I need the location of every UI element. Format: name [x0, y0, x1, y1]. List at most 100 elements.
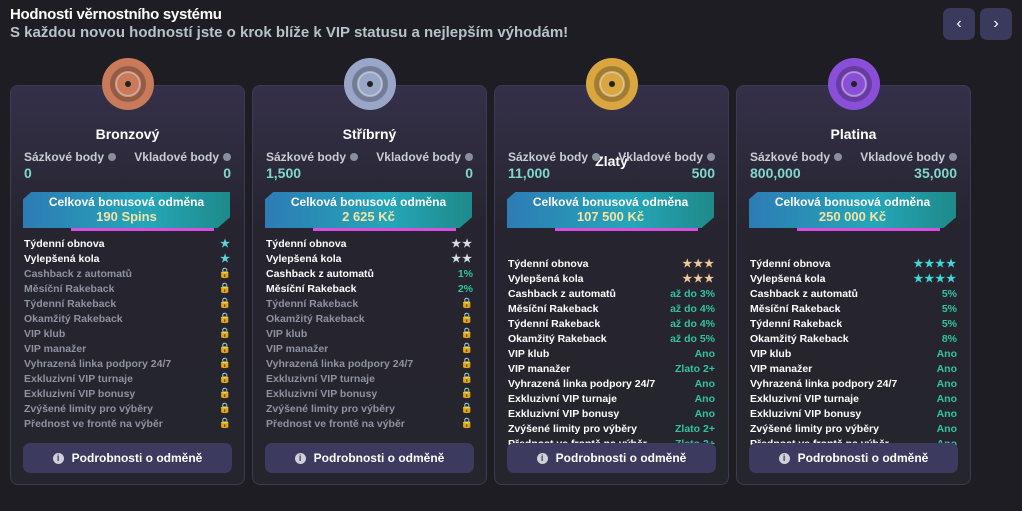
- feature-label: VIP klub: [508, 347, 550, 360]
- feature-label: Okamžitý Rakeback: [266, 312, 365, 325]
- reward-details-label: Podrobnosti o odměně: [555, 451, 687, 465]
- bet-points-value: 11,000: [508, 165, 551, 181]
- feature-list: Týdenní obnova ★ Vylepšená kola ★ Cashback z…: [24, 236, 231, 431]
- bonus-banner: Celková bonusová odměna 250 000 Kč: [749, 192, 956, 228]
- bonus-value: 190 Spins: [96, 209, 157, 224]
- feature-row: Měsíční Rakeback 5%: [750, 301, 957, 316]
- tier-card-3: Platina Sázkové body 800,000 Vkladové bod…: [736, 58, 971, 485]
- feature-row: Cashback z automatů 5%: [750, 286, 957, 301]
- feature-row: VIP klub 🔒: [24, 326, 231, 341]
- info-icon[interactable]: [834, 153, 843, 161]
- feature-row: Cashback z automatů 1%: [266, 266, 473, 281]
- tier-medal-icon: [101, 58, 154, 110]
- feature-row: Týdenní Rakeback 🔒: [24, 296, 231, 311]
- info-icon[interactable]: [949, 153, 957, 161]
- feature-row: Okamžitý Rakeback 🔒: [24, 311, 231, 326]
- deposit-points-value: 0: [223, 165, 231, 181]
- feature-row: VIP manažer Zlato 2+: [508, 361, 715, 376]
- feature-row: VIP klub Ano: [750, 346, 957, 361]
- feature-row: Měsíční Rakeback 🔒: [24, 281, 231, 296]
- feature-row: Zvýšené limity pro výběry 🔒: [24, 401, 231, 416]
- star-icon: ★★: [451, 253, 473, 265]
- lock-icon: 🔒: [460, 343, 473, 354]
- feature-value: 8%: [941, 332, 957, 345]
- feature-label: Vyhrazená linka podpory 24/7: [750, 377, 898, 390]
- feature-label: Přednost ve frontě na výběr: [266, 417, 405, 430]
- bet-points-label: Sázkové body: [266, 150, 347, 164]
- feature-label: Týdenní Rakeback: [266, 297, 359, 310]
- feature-row: Exkluzivní VIP bonusy 🔒: [266, 386, 473, 401]
- bet-points-value: 0: [24, 165, 32, 181]
- feature-label: Měsíční Rakeback: [266, 282, 357, 295]
- lock-icon: 🔒: [460, 418, 473, 429]
- lock-icon: 🔒: [218, 403, 231, 414]
- info-icon: i: [536, 452, 548, 464]
- feature-row: Týdenní Rakeback 🔒: [266, 296, 473, 311]
- feature-label: Zvýšené limity pro výběry: [24, 402, 153, 415]
- info-icon[interactable]: [465, 153, 473, 161]
- feature-value: Zlato 2+: [675, 422, 715, 435]
- info-icon[interactable]: [350, 153, 359, 161]
- points: Sázkové body 800,000 Vkladové body 35,000: [750, 150, 957, 181]
- info-icon[interactable]: [592, 153, 601, 161]
- feature-label: Zvýšené limity pro výběry: [508, 422, 637, 435]
- feature-row: Týdenní obnova ★: [24, 236, 231, 251]
- lock-icon: 🔒: [460, 298, 473, 309]
- feature-value: Ano: [694, 392, 715, 405]
- page-subtitle: S každou novou hodností jste o krok blíž…: [10, 24, 569, 41]
- tier-medal-icon: [343, 58, 396, 110]
- reward-details-button[interactable]: i Podrobnosti o odměně: [749, 443, 958, 473]
- feature-row: Okamžitý Rakeback 🔒: [266, 311, 473, 326]
- feature-row: Exkluzivní VIP bonusy Ano: [508, 406, 715, 421]
- info-icon[interactable]: [223, 153, 231, 161]
- feature-label: Přednost ve frontě na výběr: [24, 417, 163, 430]
- feature-label: VIP klub: [266, 327, 308, 340]
- lock-icon: 🔒: [218, 283, 231, 294]
- bonus-banner: Celková bonusová odměna 107 500 Kč: [507, 192, 714, 228]
- next-button[interactable]: ›: [980, 8, 1012, 40]
- banner-accent: [71, 228, 214, 231]
- deposit-points-value: 35,000: [914, 165, 957, 181]
- feature-row: Zvýšené limity pro výběry 🔒: [266, 401, 473, 416]
- prev-button[interactable]: ‹: [943, 8, 975, 40]
- feature-label: Okamžitý Rakeback: [750, 332, 849, 345]
- bonus-banner: Celková bonusová odměna 190 Spins: [23, 192, 230, 228]
- star-icon: ★★★★: [913, 273, 957, 285]
- feature-label: Okamžitý Rakeback: [508, 332, 607, 345]
- lock-icon: 🔒: [460, 358, 473, 369]
- bet-points-label: Sázkové body: [508, 150, 589, 164]
- feature-label: Exkluzivní VIP bonusy: [266, 387, 378, 400]
- lock-icon: 🔒: [460, 313, 473, 324]
- feature-row: Týdenní Rakeback až do 4%: [508, 316, 715, 331]
- feature-row: Týdenní obnova ★★★: [508, 256, 715, 271]
- info-icon[interactable]: [707, 153, 715, 161]
- feature-label: Exkluzivní VIP bonusy: [24, 387, 136, 400]
- lock-icon: 🔒: [460, 373, 473, 384]
- feature-value: až do 4%: [670, 317, 715, 330]
- feature-row: Týdenní obnova ★★: [266, 236, 473, 251]
- feature-label: Týdenní Rakeback: [750, 317, 843, 330]
- feature-value: až do 5%: [670, 332, 715, 345]
- feature-row: Vyhrazená linka podpory 24/7 Ano: [508, 376, 715, 391]
- lock-icon: 🔒: [218, 268, 231, 279]
- info-icon[interactable]: [108, 153, 117, 161]
- bet-points-label: Sázkové body: [750, 150, 831, 164]
- feature-value: až do 3%: [670, 287, 715, 300]
- feature-label: Týdenní obnova: [24, 237, 105, 250]
- feature-row: Měsíční Rakeback až do 4%: [508, 301, 715, 316]
- reward-details-button[interactable]: i Podrobnosti o odměně: [23, 443, 232, 473]
- star-icon: ★★★: [682, 273, 715, 285]
- tier-card-2: Zlatý Sázkové body 11,000 Vkladové body 50…: [494, 58, 729, 485]
- feature-label: Vylepšená kola: [508, 272, 584, 285]
- feature-row: VIP klub Ano: [508, 346, 715, 361]
- feature-value: 2%: [457, 282, 473, 295]
- feature-row: Okamžitý Rakeback 8%: [750, 331, 957, 346]
- feature-label: Týdenní Rakeback: [508, 317, 601, 330]
- feature-row: Okamžitý Rakeback až do 5%: [508, 331, 715, 346]
- feature-label: Zvýšené limity pro výběry: [266, 402, 395, 415]
- bonus-value: 250 000 Kč: [818, 209, 887, 224]
- reward-details-button[interactable]: i Podrobnosti o odměně: [265, 443, 474, 473]
- reward-details-button[interactable]: i Podrobnosti o odměně: [507, 443, 716, 473]
- feature-label: VIP manažer: [24, 342, 87, 355]
- feature-list: Týdenní obnova ★★★★ Vylepšená kola ★★★★ Cash…: [750, 256, 957, 451]
